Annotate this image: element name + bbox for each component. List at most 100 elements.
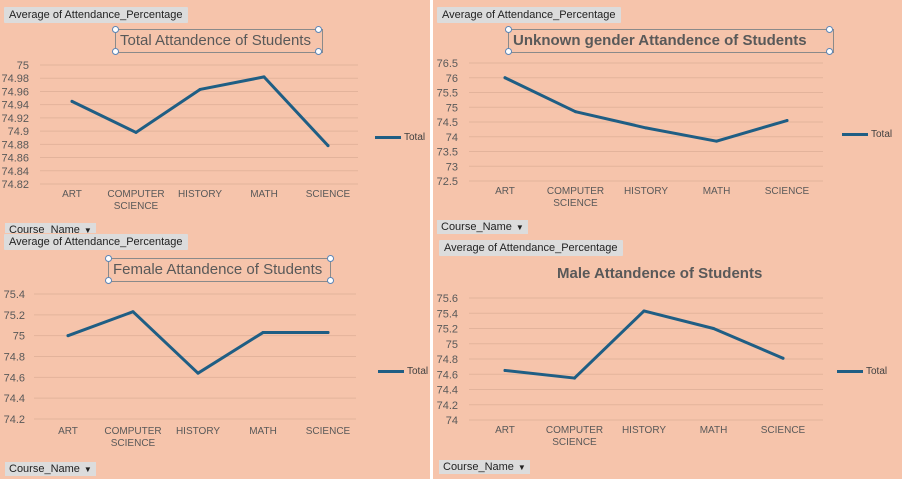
- data-point[interactable]: [326, 144, 330, 148]
- line-chart: 75.6 75.4 75.2 75 74.8 74.6 74.4 74.2 74 ART COMPU…: [437, 293, 823, 448]
- data-point[interactable]: [131, 310, 135, 314]
- selection-handle[interactable]: [315, 48, 322, 55]
- field-tag[interactable]: Average of Attendance_Percentage: [4, 7, 188, 23]
- chart-title[interactable]: Male Attandence of Students: [557, 265, 763, 282]
- y-tick-label: 75.2: [437, 324, 458, 336]
- x-tick-label: HISTORY: [624, 186, 668, 197]
- field-tag[interactable]: Average of Attendance_Percentage: [439, 240, 623, 256]
- y-tick-label: 73: [446, 161, 458, 173]
- data-point[interactable]: [66, 334, 70, 338]
- data-point[interactable]: [712, 327, 715, 330]
- legend: Total: [375, 132, 425, 143]
- data-point[interactable]: [70, 99, 74, 103]
- data-point[interactable]: [261, 331, 265, 335]
- legend-line-swatch: [378, 369, 404, 373]
- selection-handle[interactable]: [327, 255, 334, 262]
- legend-line-swatch: [375, 135, 401, 139]
- x-tick-label: SCIENCE: [306, 189, 351, 200]
- legend: Total: [842, 129, 892, 140]
- data-point[interactable]: [326, 331, 330, 335]
- data-point[interactable]: [503, 76, 507, 80]
- dropdown-arrow-icon: ▼: [83, 226, 92, 233]
- line-chart: 75.4 75.2 75 74.8 74.6 74.4 74.2 ART COMPUTER SCI…: [4, 289, 356, 449]
- x-tick-label: COMPUTER SCIENCE: [107, 189, 164, 212]
- filter-label: Course_Name: [441, 221, 512, 233]
- y-tick-label: 74.88: [1, 139, 29, 151]
- filter-label: Course_Name: [9, 224, 80, 233]
- selection-handle[interactable]: [315, 26, 322, 33]
- x-tick-label: MATH: [700, 425, 728, 436]
- chart-panel-unknown-gender[interactable]: Average of Attendance_Percentage Unknown…: [433, 0, 902, 236]
- x-tick-label: HISTORY: [178, 189, 222, 200]
- x-tick-label: SCIENCE: [306, 426, 351, 437]
- legend-line-swatch: [842, 132, 868, 136]
- y-tick-label: 76.5: [437, 58, 458, 70]
- y-tick-label: 75.2: [4, 310, 25, 322]
- course-name-filter-button[interactable]: Course_Name ▼: [437, 220, 528, 234]
- y-tick-label: 74.2: [437, 400, 458, 412]
- data-point[interactable]: [196, 371, 200, 375]
- selection-handle[interactable]: [112, 26, 119, 33]
- selection-handle[interactable]: [826, 26, 833, 33]
- data-point[interactable]: [781, 356, 785, 360]
- chart-title[interactable]: Unknown gender Attandence of Students: [508, 29, 834, 53]
- filter-label: Course_Name: [443, 461, 514, 473]
- x-tick-label: HISTORY: [622, 425, 666, 436]
- data-point[interactable]: [642, 309, 646, 313]
- data-point[interactable]: [574, 110, 577, 114]
- line-chart: 76.5 76 75.5 75 74.5 74 73.5 73 72.5 ART COMPUTER S…: [437, 58, 823, 209]
- x-tick-label: MATH: [703, 186, 731, 197]
- series-line[interactable]: [503, 309, 785, 380]
- data-point[interactable]: [262, 75, 266, 79]
- legend: Total: [837, 366, 887, 377]
- chart-panel-total[interactable]: Average of Attendance_Percentage Total A…: [0, 0, 430, 233]
- y-tick-label: 74.2: [4, 414, 25, 426]
- y-tick-label: 74: [446, 132, 458, 144]
- selection-handle[interactable]: [105, 255, 112, 262]
- field-tag[interactable]: Average of Attendance_Percentage: [4, 234, 188, 250]
- legend-label: Total: [871, 129, 893, 140]
- x-tick-label: COMPUTER SCIENCE: [104, 426, 161, 449]
- y-tick-label: 74.8: [437, 354, 458, 366]
- y-tick-label: 74.96: [1, 86, 29, 98]
- chart-title[interactable]: Female Attandence of Students: [108, 258, 331, 282]
- data-point[interactable]: [785, 119, 789, 123]
- y-tick-label: 74.9: [8, 126, 29, 138]
- x-tick-label: MATH: [250, 189, 278, 200]
- course-name-filter-button[interactable]: Course_Name ▼: [439, 460, 530, 474]
- field-tag[interactable]: Average of Attendance_Percentage: [437, 7, 621, 23]
- y-tick-label: 74.84: [1, 166, 29, 178]
- selection-handle[interactable]: [327, 277, 334, 284]
- y-tick-label: 75.5: [437, 88, 458, 100]
- selection-handle[interactable]: [826, 48, 833, 55]
- data-point[interactable]: [503, 368, 507, 372]
- series-line[interactable]: [70, 75, 330, 148]
- y-tick-label: 75: [17, 60, 29, 72]
- selection-handle[interactable]: [505, 48, 512, 55]
- y-tick-label: 74.94: [1, 100, 29, 112]
- selection-handle[interactable]: [105, 277, 112, 284]
- data-point[interactable]: [198, 87, 202, 91]
- dropdown-arrow-icon: ▼: [517, 463, 526, 472]
- course-name-filter-button[interactable]: Course_Name ▼: [5, 223, 96, 233]
- y-tick-label: 73.5: [437, 147, 458, 159]
- data-point[interactable]: [715, 139, 718, 143]
- y-tick-label: 74.5: [437, 117, 458, 129]
- series-line[interactable]: [66, 310, 330, 375]
- selection-handle[interactable]: [112, 48, 119, 55]
- course-name-filter-button[interactable]: Course_Name ▼: [5, 462, 96, 476]
- selection-handle[interactable]: [505, 26, 512, 33]
- legend-label: Total: [866, 366, 888, 377]
- data-point[interactable]: [134, 130, 138, 134]
- filter-label: Course_Name: [9, 463, 80, 475]
- y-tick-label: 75: [13, 331, 25, 343]
- chart-panel-male[interactable]: Average of Attendance_Percentage Male At…: [433, 236, 902, 479]
- data-point[interactable]: [644, 126, 648, 130]
- series-line[interactable]: [503, 76, 789, 143]
- y-tick-label: 76: [446, 73, 458, 85]
- chart-title[interactable]: Total Attandence of Students: [115, 29, 323, 53]
- data-point[interactable]: [573, 376, 576, 380]
- y-tick-label: 74.82: [1, 179, 29, 191]
- y-tick-label: 72.5: [437, 176, 458, 188]
- chart-panel-female[interactable]: Average of Attendance_Percentage Female …: [0, 233, 430, 479]
